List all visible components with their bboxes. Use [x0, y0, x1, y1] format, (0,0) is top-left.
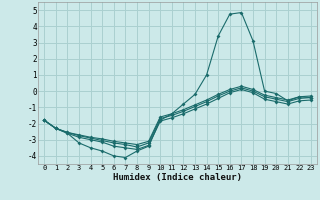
- X-axis label: Humidex (Indice chaleur): Humidex (Indice chaleur): [113, 173, 242, 182]
